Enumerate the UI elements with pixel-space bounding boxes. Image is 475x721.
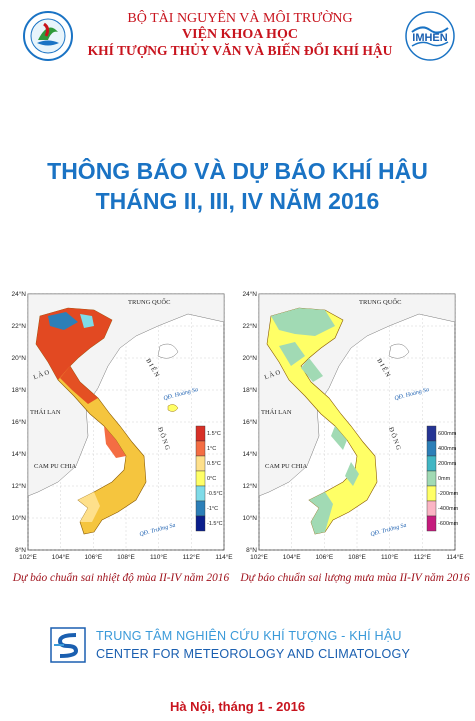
lon-tick-label: 112°E (183, 553, 201, 561)
temperature-legend-label: 1°C (207, 446, 216, 452)
lon-tick-label: 112°E (414, 553, 432, 561)
lat-tick-label: 12°N (242, 482, 257, 490)
lat-tick-label: 24°N (242, 290, 257, 298)
lon-tick-label: 106°E (315, 553, 333, 561)
lon-tick-label: 110°E (150, 553, 168, 561)
label-thailand: THÁI LAN (30, 408, 61, 416)
rainfall-legend-label: 400mm (438, 446, 457, 452)
rainfall-legend-swatch (426, 500, 437, 517)
center-name-en: CENTER FOR METEOROLOGY AND CLIMATOLOGY (96, 647, 411, 661)
rainfall-map-caption: Dự báo chuẩn sai lượng mưa mùa II-IV năm… (240, 572, 470, 584)
temperature-legend-swatch (195, 500, 206, 517)
temperature-legend-label: -1°C (207, 506, 218, 512)
lat-tick-label: 20°N (242, 354, 257, 362)
rainfall-legend-swatch (426, 470, 437, 487)
lat-tick-label: 8°N (15, 546, 26, 554)
imhen-logo-icon: IMHEN (405, 11, 455, 61)
ministry-logo-icon (23, 11, 73, 61)
rainfall-legend-label: 0mm (438, 476, 451, 482)
lon-tick-label: 114°E (446, 553, 464, 561)
lon-tick-label: 108°E (348, 553, 366, 561)
temperature-legend-label: 0°C (207, 476, 216, 482)
lat-tick-label: 10°N (11, 514, 26, 522)
rainfall-anomaly-map: 24°N 22°N 20°N 18°N 16°N 14°N 12°N 10°N 8°N102°E… (242, 290, 464, 561)
institute-field: KHÍ TƯỢNG THỦY VĂN VÀ BIẾN ĐỔI KHÍ HẬU (87, 43, 393, 58)
rainfall-legend-label: -200mm (438, 491, 459, 497)
lon-tick-label: 102°E (250, 553, 268, 561)
temperature-legend: 1.5°C 1°C 0.5°C 0°C -0.5°C -1°C -1.5°C (195, 425, 223, 532)
lon-tick-label: 110°E (381, 553, 399, 561)
lat-tick-label: 18°N (11, 386, 26, 394)
temperature-legend-label: 0.5°C (207, 461, 221, 467)
rainfall-legend: 600mm 400mm 200mm 0mm -200mm -400mm -600mm (426, 425, 459, 532)
lat-tick-label: 22°N (11, 322, 26, 330)
ministry-name: BỘ TÀI NGUYÊN VÀ MÔI TRƯỜNG (127, 11, 353, 26)
temperature-legend-swatch (195, 485, 206, 502)
imhen-logo-text: IMHEN (412, 32, 448, 44)
lat-tick-label: 12°N (11, 482, 26, 490)
temperature-legend-swatch (195, 455, 206, 472)
lat-tick-label: 16°N (11, 418, 26, 426)
issue-place-date: Hà Nội, tháng 1 - 2016 (169, 699, 306, 714)
temperature-map-caption: Dự báo chuẩn sai nhiệt độ mùa II-IV năm … (12, 572, 230, 584)
lon-tick-label: 104°E (52, 553, 70, 561)
rainfall-legend-label: 600mm (438, 431, 457, 437)
temperature-legend-label: -0.5°C (207, 491, 223, 497)
label-cambodia: CAM PU CHIA (265, 463, 308, 470)
rainfall-legend-swatch (426, 515, 437, 532)
lon-tick-label: 106°E (84, 553, 102, 561)
temperature-legend-swatch (195, 470, 206, 487)
temperature-anomaly-map: 24°N 22°N 20°N 18°N 16°N 14°N 12°N 10°N 8°N102°E… (11, 290, 233, 561)
temperature-legend-label: 1.5°C (207, 431, 221, 437)
rainfall-legend-swatch (426, 485, 437, 502)
center-logo-icon (50, 627, 86, 663)
lat-tick-label: 24°N (11, 290, 26, 298)
temperature-legend-swatch (195, 440, 206, 457)
lat-tick-label: 18°N (242, 386, 257, 394)
lat-tick-label: 8°N (246, 546, 257, 554)
rainfall-legend-label: -400mm (438, 506, 459, 512)
lat-tick-label: 10°N (242, 514, 257, 522)
lat-tick-label: 16°N (242, 418, 257, 426)
temperature-legend-swatch (195, 515, 206, 532)
label-cambodia: CAM PU CHIA (34, 463, 77, 470)
lon-tick-label: 114°E (215, 553, 233, 561)
rainfall-legend-label: -600mm (438, 521, 459, 527)
lat-tick-label: 22°N (242, 322, 257, 330)
rainfall-legend-swatch (426, 440, 437, 457)
center-name-vi: TRUNG TÂM NGHIÊN CỨU KHÍ TƯỢNG - KHÍ HẬU (96, 629, 402, 643)
label-china: TRUNG QUỐC (128, 298, 170, 306)
label-china: TRUNG QUỐC (359, 298, 401, 306)
rainfall-legend-swatch (426, 455, 437, 472)
temperature-legend-label: -1.5°C (207, 521, 223, 527)
lat-tick-label: 14°N (242, 450, 257, 458)
report-title-line1: THÔNG BÁO VÀ DỰ BÁO KHÍ HẬU (47, 158, 428, 184)
rainfall-legend-label: 200mm (438, 461, 457, 467)
lat-tick-label: 20°N (11, 354, 26, 362)
lon-tick-label: 104°E (283, 553, 301, 561)
lon-tick-label: 108°E (117, 553, 135, 561)
temperature-legend-swatch (195, 425, 206, 442)
report-title-line2: THÁNG II, III, IV NĂM 2016 (95, 188, 380, 214)
label-thailand: THÁI LAN (261, 408, 292, 416)
institute-name: VIỆN KHOA HỌC (182, 27, 298, 42)
rainfall-legend-swatch (426, 425, 437, 442)
lon-tick-label: 102°E (19, 553, 37, 561)
lat-tick-label: 14°N (11, 450, 26, 458)
